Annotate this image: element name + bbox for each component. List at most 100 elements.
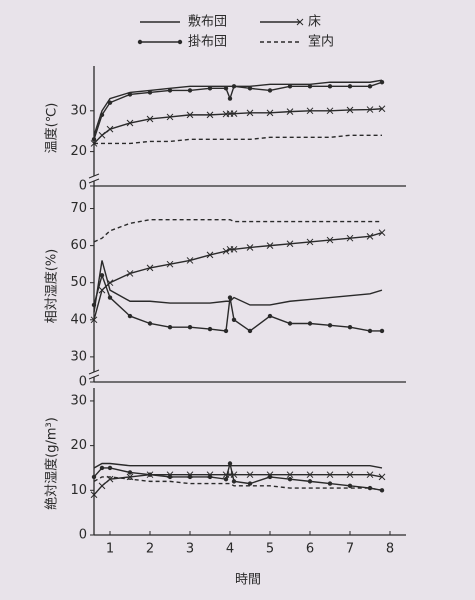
point — [166, 471, 174, 479]
point — [231, 479, 237, 484]
point — [378, 473, 386, 481]
point — [307, 321, 313, 326]
point — [287, 476, 293, 482]
point — [146, 264, 154, 272]
x-tick-label: 3 — [186, 542, 194, 557]
axis-break — [88, 369, 100, 375]
point — [91, 137, 97, 142]
point — [267, 88, 273, 93]
point — [107, 465, 113, 471]
legend-marker — [137, 39, 143, 45]
point — [306, 238, 314, 246]
point — [127, 470, 133, 475]
y-tick-label: 30 — [70, 393, 87, 408]
point — [107, 295, 113, 300]
legend-label: 床 — [308, 15, 321, 30]
y-tick-label: 30 — [70, 103, 87, 118]
legend-label: 敷布団 — [188, 15, 227, 30]
point — [166, 260, 174, 268]
point — [90, 491, 98, 499]
point — [126, 119, 134, 127]
series-line — [93, 79, 383, 136]
legend-item: 掛布団 — [137, 35, 227, 50]
point — [147, 321, 153, 326]
axis-break — [88, 173, 100, 179]
y-tick-label: 20 — [70, 144, 87, 159]
legend-item: 敷布団 — [140, 15, 227, 30]
y-axis-label: 相対湿度(%) — [44, 249, 60, 324]
x-tick-label: 2 — [146, 542, 154, 557]
point — [230, 471, 238, 479]
point — [246, 244, 254, 251]
point — [127, 313, 133, 319]
point — [167, 88, 173, 93]
legend-item: 床 — [260, 15, 321, 30]
point — [99, 273, 105, 278]
point — [247, 481, 253, 486]
y-tick-label: 50 — [70, 275, 87, 290]
y-tick-label: 60 — [70, 238, 87, 253]
point — [306, 471, 314, 479]
point — [98, 286, 106, 294]
series-line — [94, 134, 382, 145]
x-tick-label: 5 — [266, 542, 274, 557]
point — [99, 465, 105, 471]
point — [187, 325, 193, 330]
point — [378, 105, 386, 113]
point — [206, 251, 214, 259]
series-line — [93, 108, 383, 144]
point — [346, 106, 354, 114]
point — [346, 234, 354, 242]
point — [266, 242, 274, 249]
y-axis-label: 絶対湿度(g/m³) — [44, 417, 60, 510]
point — [99, 112, 105, 118]
point — [379, 328, 385, 334]
series-line — [93, 463, 383, 492]
point — [266, 471, 274, 479]
legend-label: 室内 — [308, 34, 334, 50]
point — [326, 236, 334, 244]
point — [146, 115, 154, 123]
point — [98, 131, 106, 139]
point — [326, 107, 334, 115]
point — [267, 313, 273, 319]
point — [247, 328, 253, 334]
point — [327, 481, 333, 486]
point — [127, 92, 133, 97]
point — [227, 96, 233, 101]
y-tick-label: 10 — [70, 483, 87, 498]
y-tick-label: 40 — [70, 312, 87, 327]
y-tick-label: 0 — [79, 528, 87, 543]
point — [266, 109, 274, 117]
point — [227, 295, 233, 300]
point — [346, 471, 354, 479]
point — [286, 240, 294, 248]
y-tick-label: 0 — [79, 179, 87, 194]
point — [327, 323, 333, 328]
legend-marker — [296, 18, 304, 26]
point — [223, 328, 229, 334]
series-line — [93, 272, 382, 332]
x-tick-label: 8 — [386, 542, 394, 557]
point — [366, 233, 374, 240]
point — [366, 106, 374, 113]
point — [347, 325, 353, 330]
point — [326, 471, 334, 479]
point — [246, 471, 254, 479]
y-tick-label: 70 — [70, 201, 87, 216]
point — [206, 471, 214, 479]
point — [167, 325, 173, 330]
x-axis-label: 時間 — [235, 573, 261, 588]
point — [307, 479, 313, 484]
point — [107, 100, 113, 105]
point — [222, 247, 230, 255]
legend-item: 室内 — [260, 34, 334, 50]
point — [286, 471, 294, 479]
series-line — [93, 260, 383, 313]
point — [231, 317, 237, 322]
point — [106, 279, 114, 287]
y-tick-label: 20 — [70, 438, 87, 453]
point — [366, 471, 374, 479]
